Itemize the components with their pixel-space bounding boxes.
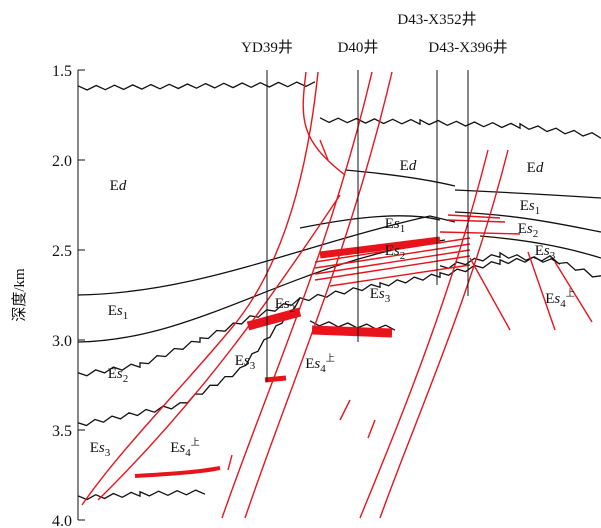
formation-base: E: [90, 440, 99, 456]
formation-base: E: [518, 221, 527, 237]
formation-base: E: [535, 243, 544, 259]
y-tick-label: 1.5: [52, 63, 72, 80]
fault: [82, 72, 318, 505]
formation-label: Es4上: [305, 353, 335, 375]
faults: [82, 72, 592, 518]
formation-base: E: [385, 243, 394, 259]
formation-sub: 2: [290, 303, 296, 315]
formation-italic: d: [536, 160, 544, 176]
wells: YD39井 D40井 D43-X352井 D43-X396井: [241, 11, 507, 382]
unconformity: [320, 118, 601, 138]
well-label: D40井: [338, 39, 379, 56]
formation-label: Es1: [108, 303, 129, 322]
formation-base: E: [400, 158, 409, 174]
formation-sub: 3: [550, 250, 556, 262]
formation-label: Ed: [527, 160, 544, 176]
axis-label: 深度/km: [11, 268, 28, 322]
formation-sub: 3: [105, 447, 111, 459]
formation-sub: 1: [123, 310, 129, 322]
formation-sup: 上: [566, 288, 575, 298]
y-tick-label: 2.5: [52, 243, 72, 260]
boundary: [300, 216, 440, 228]
formation-sub: 1: [400, 223, 406, 235]
formation-base: E: [520, 198, 529, 214]
y-tick-label: 2.0: [52, 153, 72, 170]
formation-label: Es2: [518, 221, 539, 240]
formation-label: Ed: [110, 178, 127, 194]
well-label: YD39井: [241, 39, 293, 56]
reservoir: [312, 330, 392, 333]
y-tick-label: 3.5: [52, 423, 72, 440]
formation-sub: 4: [185, 447, 191, 459]
unconformity: [78, 490, 205, 500]
formation-sub: 3: [385, 293, 391, 305]
formation-label: Es4上: [545, 288, 575, 310]
cross-section: YD39井 D40井 D43-X352井 D43-X396井 深度/km EdE…: [0, 0, 601, 528]
reservoir: [135, 468, 220, 476]
fault: [222, 72, 372, 518]
formation-sup: 上: [326, 353, 335, 363]
formation-italic: d: [119, 178, 127, 194]
formation-sub: 1: [535, 205, 541, 217]
well-label: D43-X352井: [397, 11, 476, 28]
y-tick-label: 4.0: [52, 513, 72, 528]
formation-labels: EdEdEdEs1Es2Es3Es4上Es2Es3Es4上Es1Es2Es3Es…: [90, 158, 575, 459]
fault: [380, 150, 508, 518]
fault: [303, 72, 345, 175]
unconformity: [78, 82, 315, 90]
formation-base: E: [385, 216, 394, 232]
formation-label: Es3: [370, 286, 391, 305]
formation-base: E: [275, 296, 284, 312]
formation-base: E: [110, 178, 119, 194]
unconformity: [78, 256, 601, 426]
formation-sub: 3: [250, 360, 256, 372]
formation-sup: 上: [191, 437, 200, 447]
reservoir: [265, 378, 286, 380]
formation-italic: d: [409, 158, 417, 174]
y-tick-label: 3.0: [52, 333, 72, 350]
formation-label: Es3: [235, 353, 256, 372]
formation-sub: 2: [533, 228, 539, 240]
formation-base: E: [235, 353, 244, 369]
unconformities: [78, 82, 601, 500]
formation-sub: 2: [400, 250, 406, 262]
formation-base: E: [370, 286, 379, 302]
formation-label: Ed: [400, 158, 417, 174]
formation-sub: 4: [560, 298, 566, 310]
formation-base: E: [305, 356, 314, 372]
fault: [98, 195, 340, 500]
formation-label: Es1: [520, 198, 541, 217]
formation-base: E: [527, 160, 536, 176]
formation-label: Es4上: [170, 437, 200, 459]
formation-base: E: [108, 366, 117, 382]
formation-base: E: [108, 303, 117, 319]
formation-base: E: [170, 440, 179, 456]
formation-sub: 4: [320, 363, 326, 375]
formation-base: E: [545, 291, 554, 307]
formation-label: Es3: [90, 440, 111, 459]
formation-label: Es1: [385, 216, 406, 235]
well-label: D43-X396井: [428, 39, 507, 56]
formation-sub: 2: [123, 373, 129, 385]
